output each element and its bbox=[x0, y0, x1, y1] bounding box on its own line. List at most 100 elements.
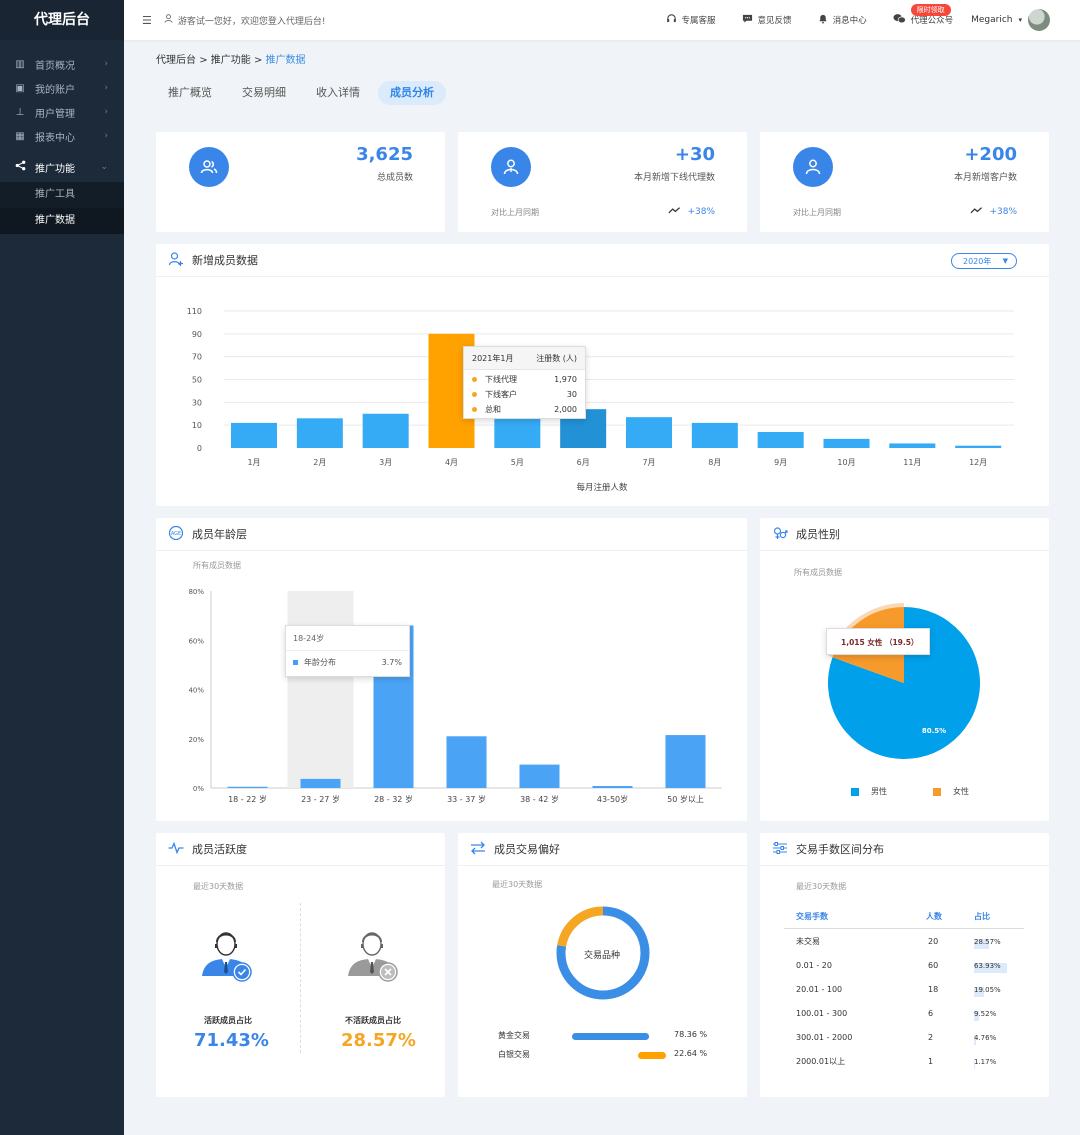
cell-count: 20 bbox=[928, 936, 939, 946]
stat-trend: +38% bbox=[970, 206, 1017, 217]
tooltip-header: 2021年1月 注册数 (人) bbox=[464, 347, 585, 370]
x-tick-label: 11月 bbox=[903, 458, 921, 467]
user-menu[interactable]: Megarich ▾ bbox=[971, 9, 1050, 31]
y-tick-label: 0% bbox=[193, 785, 204, 793]
sidebar-item-users[interactable]: ⊥ 用户管理 › bbox=[0, 100, 124, 124]
table-header: 交易手数 人数 占比 bbox=[784, 905, 1024, 929]
sliders-icon bbox=[772, 841, 788, 858]
year-select-value: 2020年 bbox=[963, 256, 992, 266]
chevron-right-icon: › bbox=[104, 107, 108, 117]
header-item-wechat[interactable]: 限时领取 代理公众号 bbox=[893, 4, 953, 27]
bar bbox=[296, 418, 343, 448]
percent-text: 28.57% bbox=[974, 937, 1001, 946]
x-tick-label: 7月 bbox=[642, 458, 655, 467]
activity-card: 成员活跃度 最近30天数据 活跃成员占比 71.43% bbox=[156, 833, 445, 1097]
age-card: AGE 成员年龄层 所有成员数据 0% 20% 40% 60% 80% 18 - 22 岁… bbox=[156, 518, 747, 821]
breadcrumb-item[interactable]: 代理后台 bbox=[156, 55, 196, 66]
card-header: 交易手数区间分布 bbox=[760, 833, 1049, 866]
table-row: 0.01 - 20 60 63.93% bbox=[784, 953, 1024, 977]
dot-icon bbox=[472, 407, 477, 412]
sidebar: 代理后台 ▥ 首页概况 › ▣ 我的账户 › ⊥ 用户管理 › ▦ 报表中心 ›… bbox=[0, 0, 124, 1135]
x-tick-label: 4月 bbox=[445, 458, 458, 467]
y-tick-label: 50 bbox=[192, 376, 202, 385]
active-value: 71.43% bbox=[194, 1030, 269, 1051]
legend-male: 男性 bbox=[851, 786, 887, 797]
card-header: AGE 成员年龄层 bbox=[156, 518, 747, 551]
header-item-label: 意见反馈 bbox=[757, 16, 792, 26]
agent-icon bbox=[491, 147, 531, 187]
card-title: 成员交易偏好 bbox=[494, 843, 560, 856]
tab-transactions[interactable]: 交易明细 bbox=[242, 86, 286, 99]
legend-swatch bbox=[933, 787, 941, 796]
header-item-feedback[interactable]: 意见反馈 bbox=[742, 13, 792, 27]
sidebar-subitem-data[interactable]: 推广数据 bbox=[0, 208, 124, 234]
x-tick-label: 2月 bbox=[313, 458, 326, 467]
header-item-messages[interactable]: 消息中心 bbox=[818, 13, 867, 27]
table-row: 未交易 20 28.57% bbox=[784, 929, 1024, 953]
tab-income[interactable]: 收入详情 bbox=[316, 86, 360, 99]
header-item-service[interactable]: 专属客服 bbox=[666, 13, 716, 27]
progress-bar bbox=[638, 1052, 666, 1059]
wechat-icon bbox=[893, 13, 906, 27]
y-tick-label: 70 bbox=[192, 353, 202, 362]
percent-bar bbox=[974, 1058, 975, 1069]
caret-down-icon: ▾ bbox=[1018, 16, 1022, 24]
x-tick-label: 3月 bbox=[379, 458, 392, 467]
cell-range: 未交易 bbox=[796, 936, 820, 946]
card-note: 最近30天数据 bbox=[796, 882, 847, 891]
inactive-label: 不活跃成员占比 bbox=[345, 1016, 401, 1025]
cell-percent: 4.76% bbox=[974, 1033, 1024, 1045]
bar bbox=[626, 417, 672, 448]
chevron-right-icon: › bbox=[104, 83, 108, 93]
sidebar-item-label: 首页概况 bbox=[35, 60, 75, 72]
tab-overview[interactable]: 推广概览 bbox=[168, 86, 212, 99]
add-user-icon bbox=[168, 251, 184, 270]
stat-compare: 对比上月同期 bbox=[793, 208, 841, 217]
sidebar-item-reports[interactable]: ▦ 报表中心 › bbox=[0, 124, 124, 148]
table-row: 100.01 - 300 6 9.52% bbox=[784, 1001, 1024, 1025]
sidebar-nav: ▥ 首页概况 › ▣ 我的账户 › ⊥ 用户管理 › ▦ 报表中心 › 推广功能… bbox=[0, 52, 124, 234]
y-tick-label: 40% bbox=[188, 687, 204, 695]
tooltip-row-value: 3.7% bbox=[381, 658, 402, 667]
preference-donut-chart bbox=[556, 906, 650, 1000]
legend-label: 男性 bbox=[871, 787, 887, 796]
pie-data-label: 80.5% bbox=[922, 727, 946, 735]
stat-value: 3,625 bbox=[356, 144, 413, 165]
cell-percent: 28.57% bbox=[974, 937, 1024, 949]
tooltip-title: 18-24岁 bbox=[286, 626, 409, 651]
stat-trend: +38% bbox=[668, 206, 715, 217]
y-tick-label: 20% bbox=[188, 736, 204, 744]
new-members-card: 新增成员数据 2020年 ▼ 0 10 30 50 70 90 110 1月 2月 3月 4月 5月 6… bbox=[156, 244, 1049, 506]
menu-toggle-icon[interactable]: ☰ bbox=[142, 13, 152, 27]
trend-up-icon bbox=[668, 206, 681, 217]
trend-up-icon bbox=[970, 206, 983, 217]
tab-member-analysis[interactable]: 成员分析 bbox=[378, 81, 446, 105]
x-tick-label: 1月 bbox=[247, 458, 260, 467]
promo-badge: 限时领取 bbox=[910, 4, 951, 16]
x-tick-label: 33 - 37 岁 bbox=[447, 794, 486, 804]
sidebar-item-promotion[interactable]: 推广功能 ⌄ bbox=[0, 152, 124, 182]
pref-value-gold: 78.36 % bbox=[674, 1030, 708, 1039]
pie-tooltip: 1,015 女性 （19.5） bbox=[826, 628, 930, 655]
bar bbox=[446, 736, 487, 788]
bar bbox=[955, 445, 1002, 448]
avatar[interactable] bbox=[1028, 9, 1050, 31]
sidebar-subitem-tools[interactable]: 推广工具 bbox=[35, 189, 75, 200]
breadcrumb-item[interactable]: 推广功能 bbox=[210, 55, 251, 66]
bar bbox=[889, 443, 936, 448]
cell-percent: 1.17% bbox=[974, 1057, 1024, 1069]
stat-label: 总成员数 bbox=[376, 173, 413, 183]
cell-count: 1 bbox=[928, 1056, 934, 1066]
y-tick-label: 90 bbox=[192, 330, 202, 339]
pref-label-gold: 黄金交易 bbox=[498, 1031, 530, 1040]
client-icon bbox=[793, 147, 833, 187]
year-select[interactable]: 2020年 ▼ bbox=[951, 253, 1017, 269]
sidebar-item-overview[interactable]: ▥ 首页概况 › bbox=[0, 52, 124, 76]
tooltip-row: 下线客户 30 bbox=[472, 387, 577, 402]
hover-band bbox=[287, 591, 354, 788]
sidebar-item-account[interactable]: ▣ 我的账户 › bbox=[0, 76, 124, 100]
group-icon bbox=[189, 147, 229, 187]
pref-label-silver: 白银交易 bbox=[498, 1050, 530, 1059]
x-tick-label: 38 - 42 岁 bbox=[520, 794, 559, 804]
tooltip-row-value: 30 bbox=[566, 390, 577, 399]
